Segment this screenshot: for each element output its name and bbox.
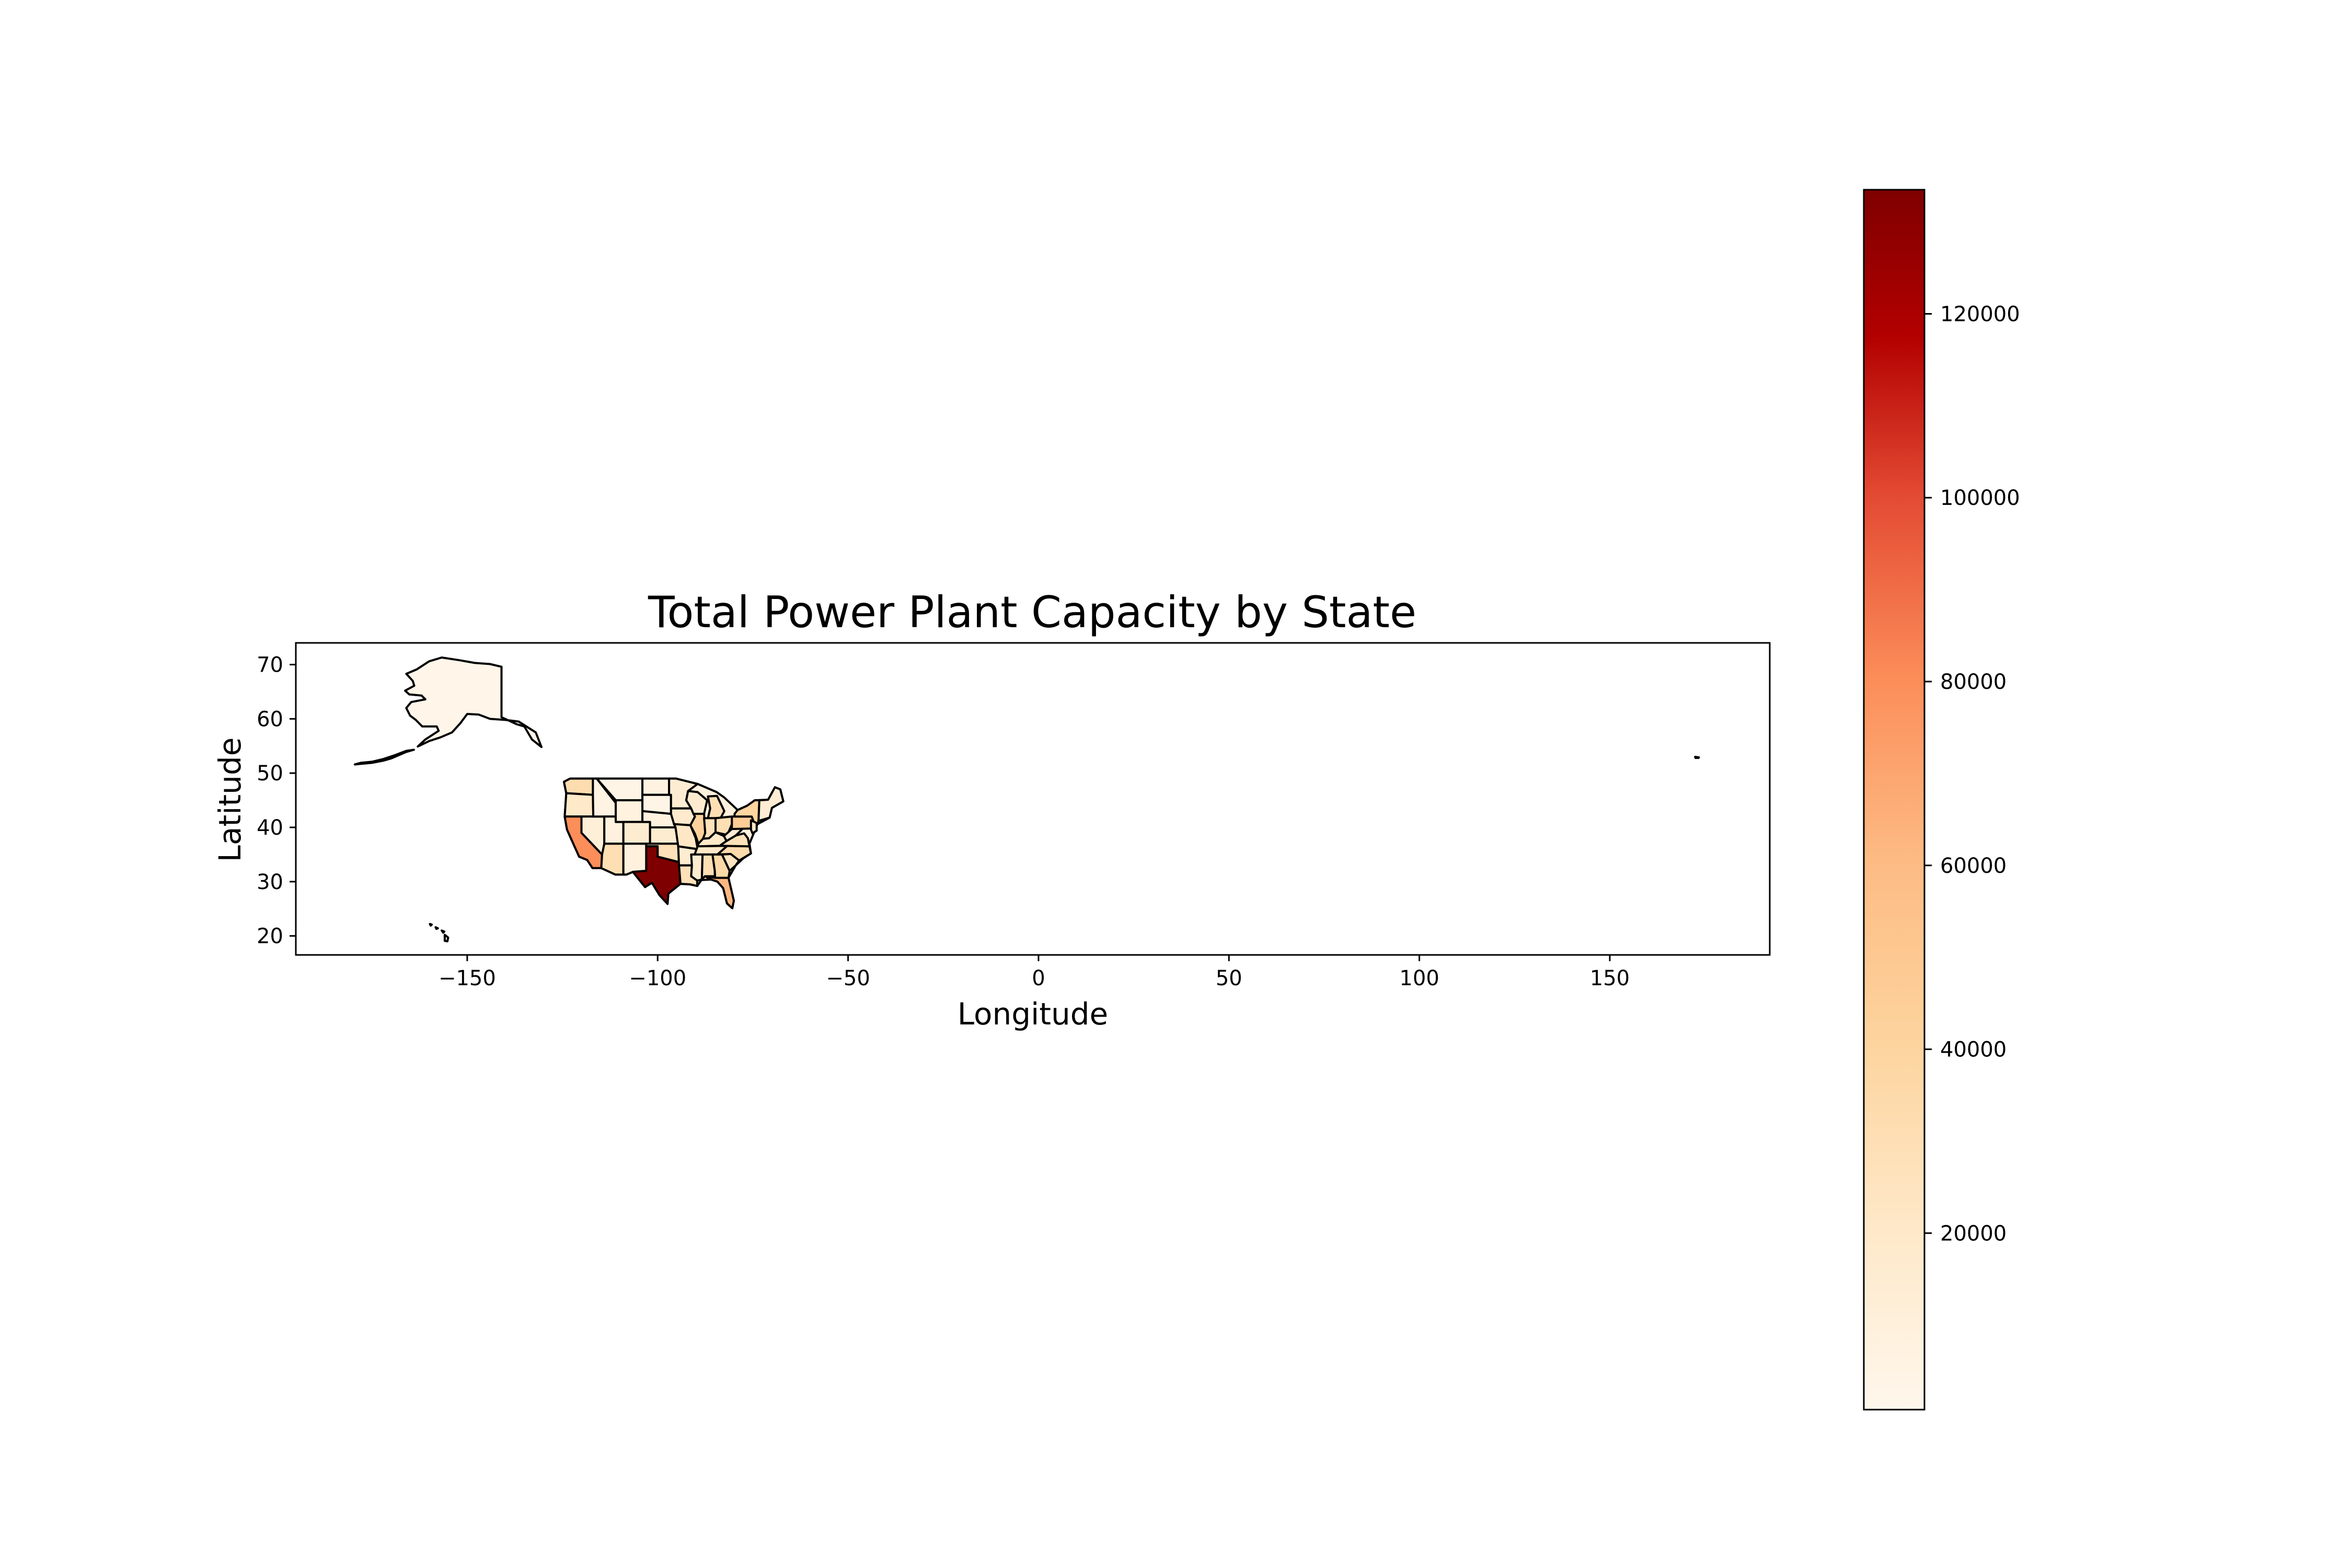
state-shape-north-dakota — [641, 777, 671, 796]
state-shape-texas — [631, 845, 682, 905]
x-axis-label: Longitude — [958, 996, 1108, 1032]
state-shapes — [353, 656, 1700, 942]
y-tick-label: 70 — [257, 653, 283, 677]
x-axis-ticks: −150 −100 −50 0 50 100 150 — [439, 955, 1630, 990]
y-tick-label: 60 — [257, 707, 283, 731]
x-tick-label: −150 — [439, 966, 496, 990]
state-shape-new-mexico — [622, 843, 648, 876]
x-tick-label: 0 — [1032, 966, 1045, 990]
y-tick-label: 20 — [257, 925, 283, 949]
state-shape-colorado — [622, 821, 651, 845]
colorbar-ticks: 20000 40000 60000 80000 100000 120000 — [1924, 302, 2020, 1246]
chart-title: Total Power Plant Capacity by State — [648, 587, 1416, 638]
state-shape-ohio — [714, 815, 733, 836]
y-tick-label: 50 — [257, 762, 283, 786]
map-frame — [295, 642, 1771, 956]
map-axes: −150 −100 −50 0 50 100 150 20 30 40 50 60 70 — [257, 642, 1771, 990]
y-tick-label: 30 — [257, 870, 283, 894]
state-shape-wyoming — [615, 799, 644, 823]
colorbar-gradient — [1863, 189, 1926, 1411]
colorbar-tick-label: 120000 — [1940, 302, 2020, 326]
colorbar-tick-label: 40000 — [1940, 1038, 2007, 1062]
y-axis-ticks: 20 30 40 50 60 70 — [257, 653, 296, 949]
colorbar-tick-label: 80000 — [1940, 670, 2007, 694]
state-shape-oahu — [434, 926, 439, 930]
state-shape-aleutian-islands — [353, 748, 415, 766]
state-shape-new-jersey — [750, 819, 758, 835]
state-shape-hawaii-big-island — [443, 933, 449, 942]
state-shape-oregon — [563, 792, 595, 818]
state-shape-new-england — [757, 786, 785, 822]
x-tick-label: −50 — [826, 966, 870, 990]
state-shape-mississippi — [690, 853, 704, 882]
state-shape-kansas — [649, 826, 679, 845]
x-tick-label: 100 — [1399, 966, 1439, 990]
x-tick-label: −100 — [629, 966, 686, 990]
x-tick-label: 150 — [1590, 966, 1630, 990]
state-shape-arizona — [600, 843, 625, 876]
colorbar: 20000 40000 60000 80000 100000 120000 — [1863, 189, 2020, 1411]
x-tick-label: 50 — [1216, 966, 1242, 990]
state-shape-florida — [704, 875, 735, 909]
y-axis-label: Latitude — [212, 737, 248, 862]
colorbar-tick-label: 100000 — [1940, 486, 2020, 510]
y-tick-label: 40 — [257, 816, 283, 840]
state-shape-near-islands — [1694, 756, 1700, 759]
state-shape-kauai — [429, 923, 433, 927]
colorbar-tick-label: 60000 — [1940, 854, 2007, 878]
colorbar-tick-label: 20000 — [1940, 1221, 2007, 1246]
state-shape-maui — [441, 929, 446, 934]
state-shape-alaska — [404, 656, 543, 748]
